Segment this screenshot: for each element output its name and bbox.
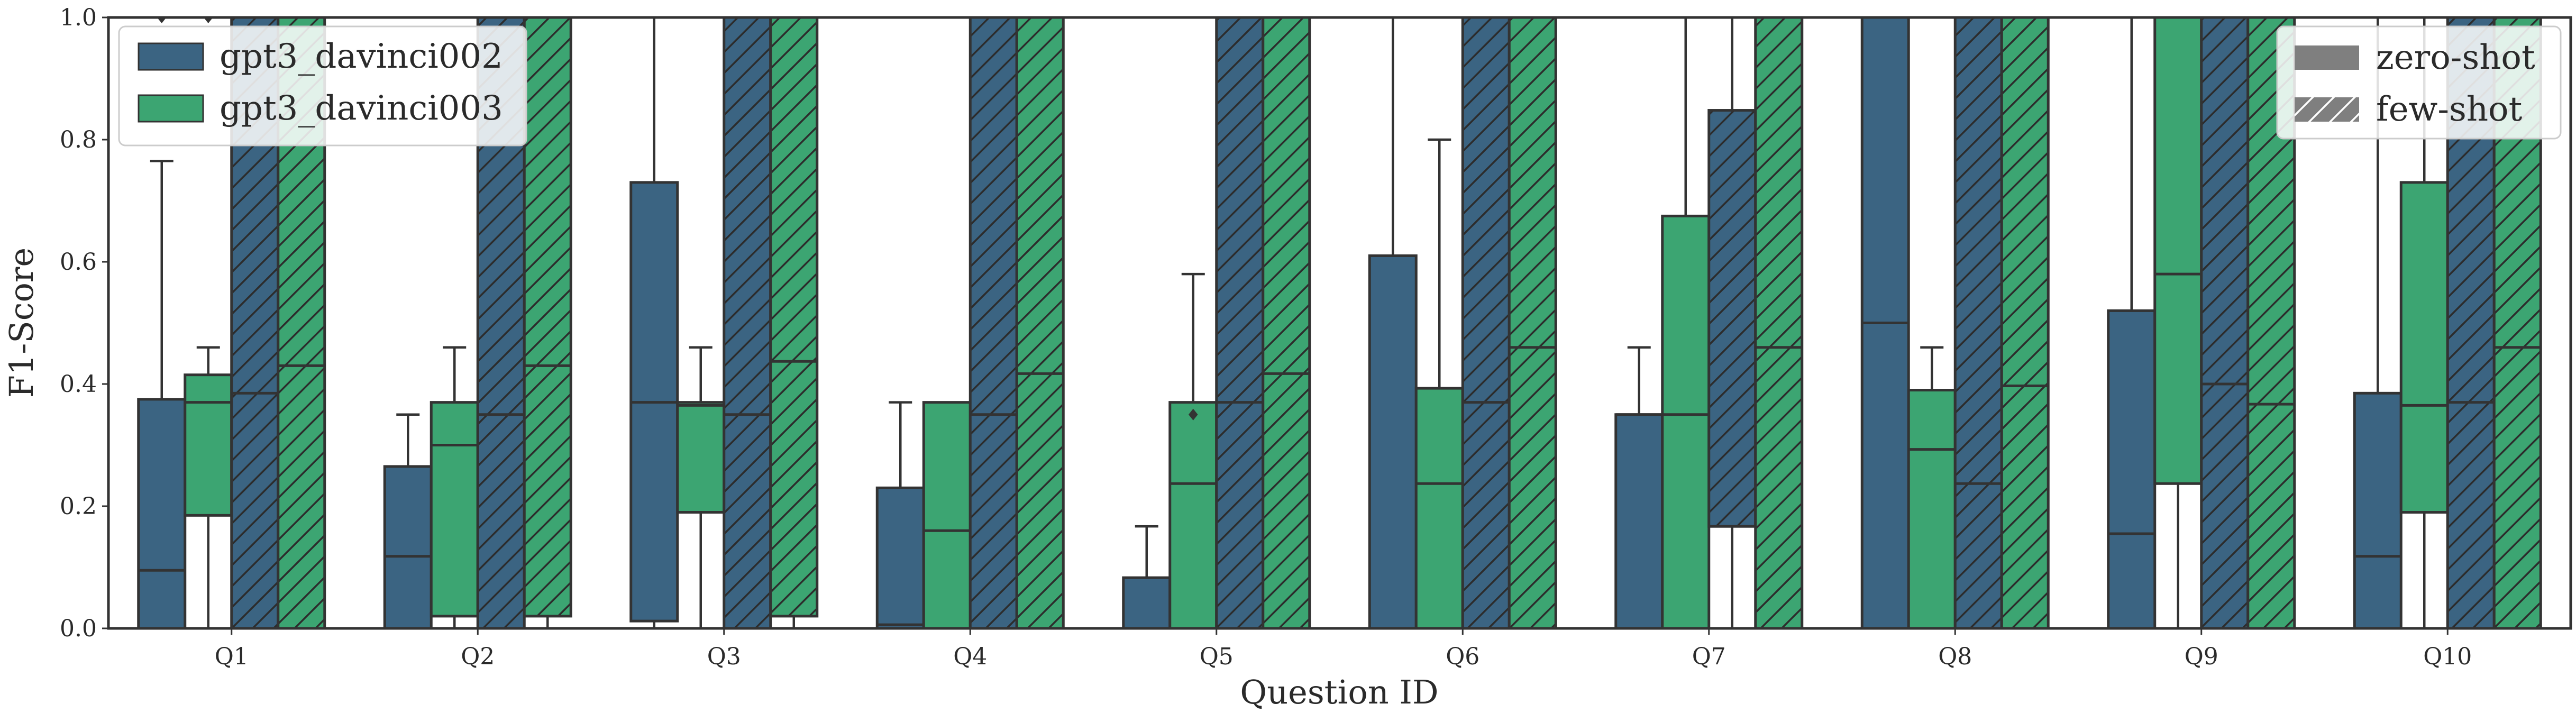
- y-axis: 0.0 0.2 0.4 0.6 0.8 1.0: [60, 4, 108, 642]
- x-tick-label: Q6: [1446, 643, 1479, 670]
- box: [1215, 17, 1265, 628]
- box: [2153, 17, 2203, 485]
- legend-models-frame: [118, 25, 527, 147]
- x-tick-label: Q5: [1200, 643, 1234, 670]
- box: [676, 401, 726, 514]
- legend-swatch-few-shot: [2295, 97, 2359, 122]
- x-tick-label: Q4: [953, 643, 987, 670]
- box: [1414, 387, 1464, 628]
- box: [1508, 17, 1557, 628]
- x-axis-title: Question ID: [1240, 673, 1438, 711]
- box: [1015, 17, 1065, 628]
- box: [2107, 309, 2157, 628]
- y-tick-label: 0.0: [60, 615, 97, 642]
- x-tick-label: Q3: [707, 643, 741, 670]
- box: [1614, 413, 1664, 628]
- x-tick-label: Q10: [2423, 643, 2472, 670]
- legend-label-few-shot: few-shot: [2376, 90, 2523, 129]
- box: [2353, 391, 2403, 628]
- plot-area: [137, 17, 2542, 628]
- box: [1661, 214, 1711, 628]
- box: [875, 486, 925, 628]
- outlier-point: [1188, 408, 1198, 421]
- y-tick-label: 0.6: [60, 249, 97, 276]
- legend-label-davinci002: gpt3_davinci002: [220, 37, 503, 76]
- y-tick-label: 0.2: [60, 493, 97, 520]
- legend-label-zero-shot: zero-shot: [2376, 38, 2535, 77]
- box: [383, 465, 433, 628]
- x-tick-label: Q7: [1692, 643, 1726, 670]
- y-tick-label: 0.4: [60, 371, 97, 398]
- x-axis: Q1 Q2 Q3 Q4 Q5 Q6 Q7 Q8 Q9 Q10: [215, 628, 2472, 670]
- legend-settings: zero-shot few-shot: [2276, 25, 2562, 140]
- outlier-point: [157, 17, 167, 23]
- x-tick-label: Q8: [1938, 643, 1972, 670]
- box: [2399, 181, 2449, 514]
- box: [723, 17, 772, 628]
- box: [523, 17, 572, 618]
- x-tick-label: Q2: [461, 643, 495, 670]
- legend-swatch-davinci002: [138, 42, 204, 71]
- box: [2200, 17, 2250, 628]
- box: [1907, 389, 1957, 628]
- y-tick-label: 0.8: [60, 126, 97, 153]
- box: [184, 373, 233, 517]
- box: [1707, 109, 1757, 528]
- box: [769, 17, 819, 618]
- x-tick-label: Q1: [215, 643, 249, 670]
- legend-swatch-davinci003: [138, 94, 204, 123]
- box: [1122, 576, 1172, 628]
- legend-label-davinci003: gpt3_davinci003: [220, 89, 503, 128]
- box: [969, 17, 1018, 628]
- box: [137, 398, 187, 628]
- box: [1754, 17, 1804, 628]
- x-tick-label: Q9: [2185, 643, 2218, 670]
- box: [1461, 17, 1511, 628]
- box: [1168, 401, 1218, 628]
- plot-frame: [107, 16, 2572, 630]
- box: [2000, 17, 2050, 628]
- y-axis-title: F1-Score: [2, 248, 41, 398]
- y-tick-label: 1.0: [60, 4, 97, 31]
- series-gpt3_davinci002-zero-shot: [137, 17, 2403, 628]
- box: [1262, 17, 1311, 628]
- box: [430, 401, 479, 618]
- legend-models: gpt3_davinci002 gpt3_davinci003: [118, 25, 527, 147]
- box: [1368, 254, 1418, 628]
- outlier-point: [203, 17, 213, 23]
- box: [922, 401, 972, 628]
- series-gpt3_davinci003-zero-shot: [184, 17, 2449, 628]
- legend-swatch-zero-shot: [2295, 45, 2359, 70]
- box: [1953, 17, 2003, 628]
